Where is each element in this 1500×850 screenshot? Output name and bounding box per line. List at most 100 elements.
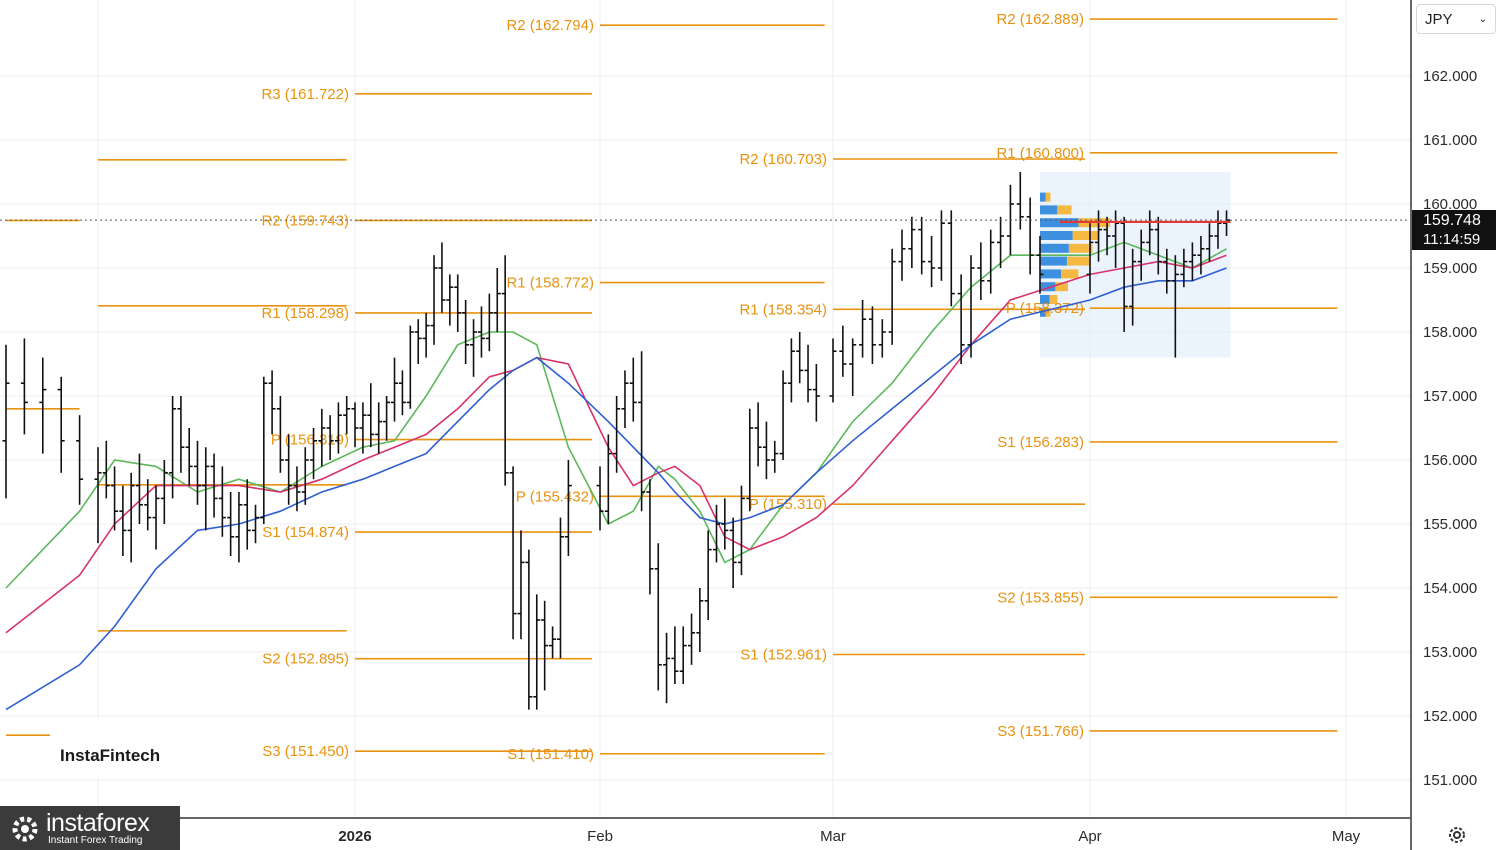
y-tick-label: 158.000 — [1423, 324, 1477, 341]
ohlc-bar — [621, 370, 629, 428]
ohlc-bar — [252, 504, 260, 544]
ohlc-bar — [1086, 223, 1094, 294]
ohlc-bar — [1146, 210, 1154, 256]
ohlc-bar — [613, 396, 621, 473]
ohlc-bar — [310, 428, 318, 480]
ohlc-bar — [76, 415, 84, 505]
y-tick-label: 162.000 — [1423, 68, 1477, 85]
ohlc-bar — [878, 319, 886, 358]
instafintech-watermark: InstaFintech — [50, 718, 178, 778]
volume-bar-down — [1072, 231, 1100, 240]
ohlc-bar — [1188, 242, 1196, 281]
volume-bar-up — [1040, 218, 1079, 228]
ohlc-bar — [918, 216, 926, 275]
ohlc-bar — [485, 293, 493, 352]
pivot-label: S2 (152.895) — [262, 651, 349, 668]
brand-name: instaforex — [46, 809, 150, 837]
ohlc-bar — [1095, 210, 1103, 262]
ohlc-bar — [1129, 248, 1137, 326]
ohlc-bar — [359, 402, 367, 454]
ohlc-bar — [804, 344, 812, 403]
pivot-label: R2 (162.889) — [996, 11, 1084, 28]
ohlc-bar — [549, 626, 557, 659]
ohlc-bar — [144, 479, 152, 531]
settings-gear-icon[interactable] — [1446, 824, 1468, 846]
ohlc-bar — [977, 242, 985, 300]
ohlc-bar — [859, 300, 867, 358]
ohlc-bar — [1026, 197, 1034, 275]
ohlc-bar — [326, 415, 334, 460]
ohlc-bar — [111, 466, 119, 531]
ohlc-bar — [839, 325, 847, 377]
ohlc-bar — [160, 460, 168, 524]
pivot-levels: (160.691)(158.409)(155.612)(153.330)R3 (… — [6, 11, 1338, 763]
ohlc-bar — [1163, 248, 1171, 294]
volume-bar-down — [1049, 295, 1058, 304]
volume-bar-up — [1040, 205, 1058, 215]
volume-bar-up — [1040, 256, 1067, 266]
x-tick-label: 2026 — [338, 828, 371, 845]
ohlc-bar — [771, 440, 779, 473]
ohlc-bar — [102, 440, 110, 499]
ohlc-bar — [541, 600, 549, 691]
ohlc-bar — [654, 543, 662, 691]
ohlc-bar — [604, 434, 612, 524]
x-tick-label: Feb — [587, 828, 613, 845]
ohlc-bar — [375, 402, 383, 454]
ohlc-bar — [383, 396, 391, 441]
volume-bar-down — [1066, 256, 1089, 266]
logo-icon — [12, 816, 38, 842]
ohlc-bar — [301, 447, 309, 505]
ohlc-bar — [152, 485, 160, 550]
ohlc-bar — [293, 466, 301, 512]
ohlc-bar — [1180, 248, 1188, 288]
ohlc-bar — [1205, 223, 1213, 262]
ohlc-bar — [646, 479, 654, 595]
ma_slow-line — [5, 267, 1227, 711]
ohlc-bar — [391, 357, 399, 422]
pivot-label: S3 (151.766) — [997, 723, 1084, 740]
ohlc-bar — [997, 216, 1005, 268]
ohlc-bar — [688, 613, 696, 665]
ohlc-bar — [227, 492, 235, 556]
ohlc-bar — [235, 492, 243, 563]
grid — [0, 0, 1410, 818]
pivot-label: S1 (154.874) — [262, 524, 349, 541]
last-price-line — [0, 219, 1410, 224]
y-tick-label: 160.000 — [1423, 196, 1477, 213]
ohlc-bar — [509, 466, 517, 640]
instaforex-logo: instaforex Instant Forex Trading — [0, 806, 180, 850]
ohlc-bar — [177, 396, 185, 473]
x-tick-label: Apr — [1078, 828, 1101, 845]
ohlc-bar — [94, 447, 102, 544]
ohlc-bar — [629, 357, 637, 422]
ohlc-bar — [888, 248, 896, 345]
pivot-label: P (158.372) — [1006, 300, 1084, 317]
volume-bar-down — [1055, 282, 1068, 292]
ohlc-bar — [779, 370, 787, 460]
ohlc-bar — [334, 402, 342, 454]
ohlc-bar — [39, 357, 47, 454]
ohlc-bar — [2, 344, 10, 499]
x-tick-label: Mar — [820, 828, 846, 845]
pivot-label: R1 (158.772) — [506, 275, 594, 292]
ohlc-bar — [351, 402, 359, 448]
ohlc-bar — [169, 396, 177, 499]
ohlc-bar — [721, 498, 729, 550]
ohlc-bar — [957, 274, 965, 364]
volume-bar-down — [1068, 243, 1093, 253]
ohlc-bar — [185, 428, 193, 486]
y-tick-label: 159.000 — [1423, 260, 1477, 277]
currency-selector[interactable]: JPY ⌄ — [1416, 4, 1496, 34]
ohlc-bar — [1103, 216, 1111, 256]
ohlc-bar — [462, 300, 470, 364]
ohlc-bar — [135, 453, 143, 524]
ohlc-bar — [1016, 172, 1024, 230]
pivot-label: R2 (159.743) — [261, 212, 349, 229]
brand-tagline: Instant Forex Trading — [48, 835, 143, 846]
ohlc-bar — [533, 594, 541, 710]
ohlc-bar — [746, 408, 754, 512]
ohlc-bar — [193, 440, 201, 505]
ohlc-bar — [119, 485, 127, 556]
